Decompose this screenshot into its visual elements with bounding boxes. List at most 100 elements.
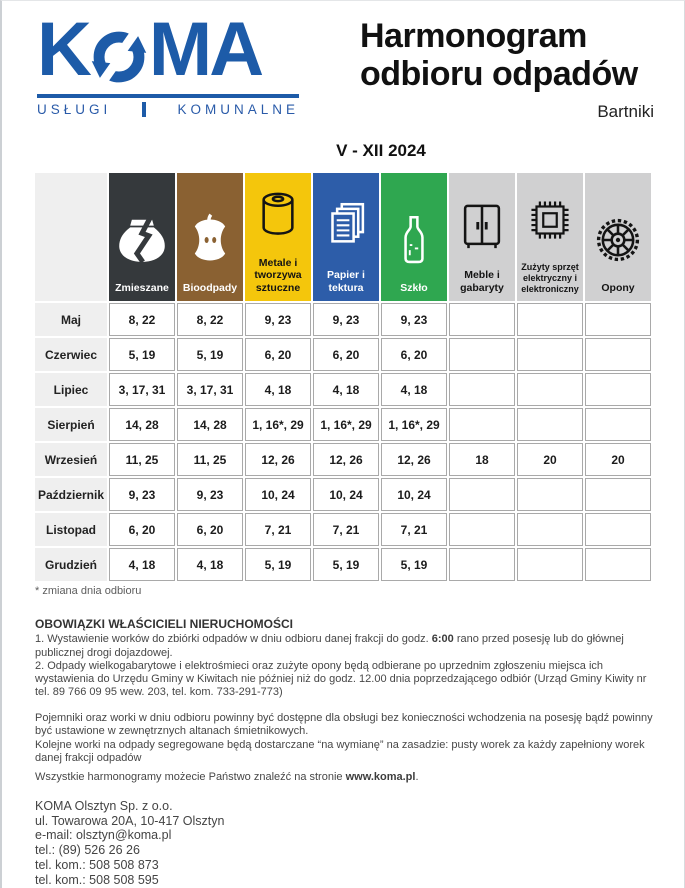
contact-phone: tel.: (89) 526 26 26 <box>35 843 140 858</box>
month-label: Wrzesień <box>35 443 107 477</box>
schedule-cell: 20 <box>517 443 583 477</box>
table-row: Październik 9, 23 9, 23 10, 24 10, 24 10… <box>35 478 651 512</box>
tagline-right: KOMUNALNE <box>177 102 299 117</box>
schedule-cell: 9, 23 <box>109 478 175 512</box>
column-header-szklo: Szkło <box>381 173 447 302</box>
schedule-cell: 5, 19 <box>177 338 243 372</box>
recycle-o-icon <box>90 23 148 84</box>
schedule-cell: 1, 16*, 29 <box>313 408 379 442</box>
schedule-cell <box>585 373 651 407</box>
logo-tagline: USŁUGI KOMUNALNE <box>37 102 299 117</box>
schedule-cell: 6, 20 <box>313 338 379 372</box>
column-label: Bioodpady <box>182 281 238 294</box>
location-name: Bartniki <box>597 102 654 121</box>
schedule-cell: 1, 16*, 29 <box>245 408 311 442</box>
schedule-cell <box>517 548 583 582</box>
schedule-cell: 6, 20 <box>177 513 243 547</box>
website-line: Wszystkie harmonogramy możecie Państwo z… <box>35 771 655 784</box>
title-block: Harmonogram odbioru odpadów Bartniki <box>360 17 654 122</box>
schedule-cell: 6, 20 <box>109 513 175 547</box>
header-row: Zmieszane Bioodpady <box>35 173 651 302</box>
schedule-cell: 4, 18 <box>245 373 311 407</box>
collection-schedule-table: Zmieszane Bioodpady <box>33 171 653 583</box>
schedule-cell: 1, 16*, 29 <box>381 408 447 442</box>
table-row: Listopad 6, 20 6, 20 7, 21 7, 21 7, 21 <box>35 513 651 547</box>
schedule-cell: 3, 17, 31 <box>177 373 243 407</box>
column-header-bioodpady: Bioodpady <box>177 173 243 302</box>
month-label: Czerwiec <box>35 338 107 372</box>
bio-waste-icon <box>177 198 243 282</box>
schedule-cell: 5, 19 <box>381 548 447 582</box>
column-header-papier: Papier i tektura <box>313 173 379 302</box>
schedule-cell <box>585 338 651 372</box>
schedule-cell: 4, 18 <box>381 373 447 407</box>
schedule-cell: 12, 26 <box>313 443 379 477</box>
contact-email: e-mail: olsztyn@koma.pl <box>35 828 172 843</box>
column-header-metale: Metale i tworzywa sztuczne <box>245 173 311 302</box>
column-label: Opony <box>601 281 635 294</box>
schedule-cell <box>449 478 515 512</box>
schedule-cell <box>449 303 515 337</box>
schedule-cell <box>585 478 651 512</box>
schedule-cell: 12, 26 <box>245 443 311 477</box>
schedule-cell: 4, 18 <box>109 548 175 582</box>
contact-address: ul. Towarowa 20A, 10-417 Olsztyn <box>35 813 225 828</box>
schedule-cell: 6, 20 <box>381 338 447 372</box>
schedule-cell: 9, 23 <box>245 303 311 337</box>
schedule-footnote: * zmiana dnia odbioru <box>35 585 142 597</box>
contact-mobile-2: tel. kom.: 508 508 595 <box>35 872 159 887</box>
schedule-cell: 5, 19 <box>245 548 311 582</box>
table-row: Maj 8, 22 8, 22 9, 23 9, 23 9, 23 <box>35 303 651 337</box>
schedule-cell: 4, 18 <box>177 548 243 582</box>
column-header-elektro: Zużyty sprzęt elektryczny i elektroniczn… <box>517 173 583 302</box>
schedule-cell: 4, 18 <box>313 373 379 407</box>
schedule-cell: 7, 21 <box>381 513 447 547</box>
column-label: Zużyty sprzęt elektryczny i elektroniczn… <box>521 262 579 294</box>
column-label: Metale i tworzywa sztuczne <box>254 257 302 294</box>
table-row: Sierpień 14, 28 14, 28 1, 16*, 29 1, 16*… <box>35 408 651 442</box>
point1-text: 1. Wystawienie worków do zbiórki odpadów… <box>35 633 432 646</box>
schedule-cell: 9, 23 <box>177 478 243 512</box>
obligation-point-1: 1. Wystawienie worków do zbiórki odpadów… <box>35 633 655 660</box>
schedule-cell: 9, 23 <box>381 303 447 337</box>
contact-block: KOMA Olsztyn Sp. z o.o. ul. Towarowa 20A… <box>35 799 435 887</box>
logo-rule <box>37 94 299 98</box>
tagline-divider <box>142 102 147 117</box>
schedule-cell: 20 <box>585 443 651 477</box>
schedule-cell: 8, 22 <box>109 303 175 337</box>
website-text: Wszystkie harmonogramy możecie Państwo z… <box>35 771 346 783</box>
schedule-cell: 5, 19 <box>109 338 175 372</box>
point1-text-end: rano przed posesję lub do głównej public… <box>35 633 624 659</box>
schedule-cell <box>585 548 651 582</box>
tire-icon <box>585 198 651 282</box>
schedule-cell: 12, 26 <box>381 443 447 477</box>
obligations-heading: OBOWIĄZKI WŁAŚCICIELI NIERUCHOMOŚCI <box>35 617 293 631</box>
schedule-cell: 11, 25 <box>109 443 175 477</box>
table-row: Wrzesień 11, 25 11, 25 12, 26 12, 26 12,… <box>35 443 651 477</box>
table-row: Czerwiec 5, 19 5, 19 6, 20 6, 20 6, 20 <box>35 338 651 372</box>
column-header-zmieszane: Zmieszane <box>109 173 175 302</box>
schedule-cell <box>517 338 583 372</box>
brand-letter-k: K <box>37 7 92 92</box>
schedule-period: V - XII 2024 <box>336 141 426 160</box>
website-text-end: . <box>415 771 419 783</box>
schedule-cell <box>585 303 651 337</box>
schedule-cell <box>517 303 583 337</box>
column-label: Papier i tektura <box>327 269 365 294</box>
schedule-cell <box>449 548 515 582</box>
note-containers: Pojemniki oraz worki w dniu odbioru powi… <box>35 712 653 738</box>
schedule-cell: 14, 28 <box>177 408 243 442</box>
glass-bottle-icon <box>381 198 447 282</box>
table-row: Grudzień 4, 18 4, 18 5, 19 5, 19 5, 19 <box>35 548 651 582</box>
month-label: Maj <box>35 303 107 337</box>
page-title-line2: odbioru odpadów <box>360 55 638 93</box>
month-label: Październik <box>35 478 107 512</box>
schedule-cell <box>449 408 515 442</box>
schedule-cell <box>517 408 583 442</box>
table-corner-cell <box>35 173 107 302</box>
point1-bold-time: 6:00 <box>431 633 454 646</box>
schedule-cell: 14, 28 <box>109 408 175 442</box>
month-label: Listopad <box>35 513 107 547</box>
contact-mobile-1: tel. kom.: 508 508 873 <box>35 857 159 872</box>
brand-letters-ma: MA <box>148 7 264 92</box>
